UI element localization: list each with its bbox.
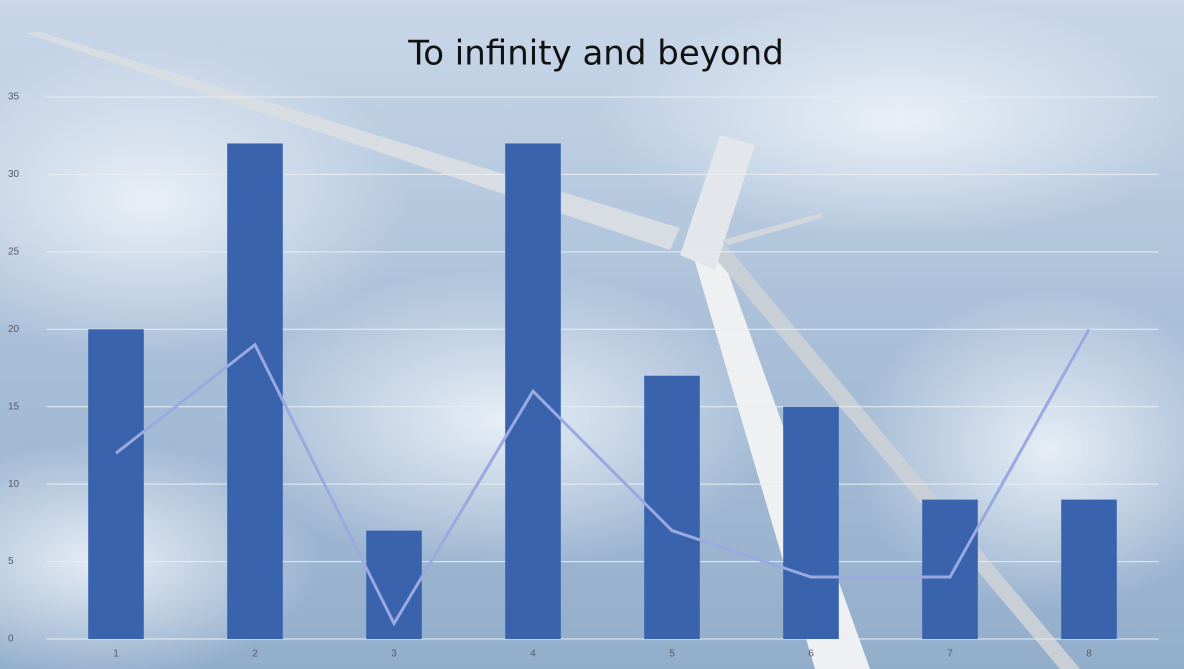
- x-tick-label: 1: [113, 649, 119, 660]
- bar: [88, 329, 144, 639]
- y-tick-label: 5: [8, 556, 14, 567]
- chart: To infinity and beyond 05101520253035123…: [0, 0, 1184, 669]
- x-tick-label: 7: [947, 649, 953, 660]
- x-tick-label: 3: [391, 649, 397, 660]
- page: To infinity and beyond 05101520253035123…: [0, 0, 1184, 669]
- x-tick-label: 4: [530, 649, 536, 660]
- background: [0, 0, 1184, 669]
- y-tick-label: 35: [8, 92, 20, 103]
- bar: [922, 500, 978, 639]
- y-tick-label: 25: [8, 246, 20, 257]
- y-tick-label: 15: [8, 401, 20, 412]
- x-tick-label: 5: [669, 649, 675, 660]
- y-tick-label: 30: [8, 169, 20, 180]
- bar: [783, 407, 839, 639]
- x-tick-label: 2: [252, 649, 258, 660]
- bar: [227, 143, 283, 639]
- chart-title: To infinity and beyond: [407, 34, 784, 74]
- y-tick-label: 10: [8, 479, 20, 490]
- y-tick-label: 20: [8, 324, 20, 335]
- x-tick-label: 6: [808, 649, 814, 660]
- bar: [1061, 500, 1117, 639]
- bar: [644, 376, 700, 639]
- y-tick-label: 0: [8, 634, 14, 645]
- x-tick-label: 8: [1086, 649, 1092, 660]
